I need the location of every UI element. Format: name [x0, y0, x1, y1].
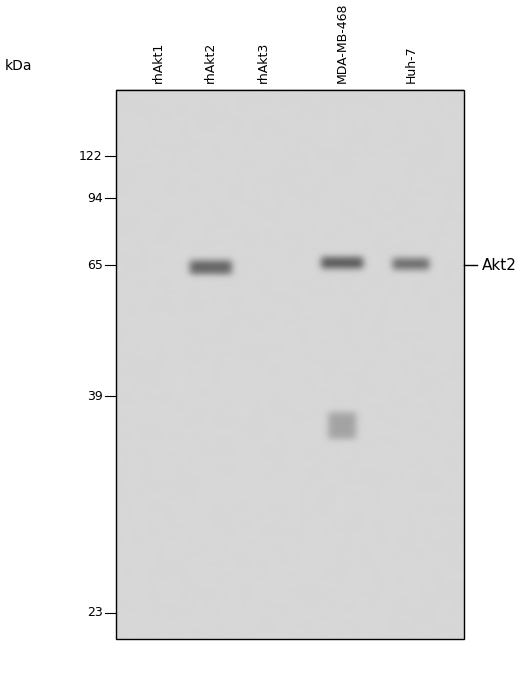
- Text: 94: 94: [87, 192, 103, 204]
- Text: 23: 23: [87, 607, 103, 619]
- Text: MDA-MB-468: MDA-MB-468: [336, 3, 349, 83]
- Text: Akt2: Akt2: [482, 258, 517, 273]
- Bar: [116, 90, 464, 639]
- Text: kDa: kDa: [5, 59, 32, 73]
- Text: 39: 39: [87, 390, 103, 402]
- Text: rhAkt3: rhAkt3: [257, 42, 270, 83]
- Text: rhAkt2: rhAkt2: [204, 42, 217, 83]
- Text: 122: 122: [79, 150, 103, 163]
- Text: 65: 65: [87, 259, 103, 272]
- Text: rhAkt1: rhAkt1: [152, 42, 164, 83]
- Text: Huh-7: Huh-7: [405, 46, 417, 83]
